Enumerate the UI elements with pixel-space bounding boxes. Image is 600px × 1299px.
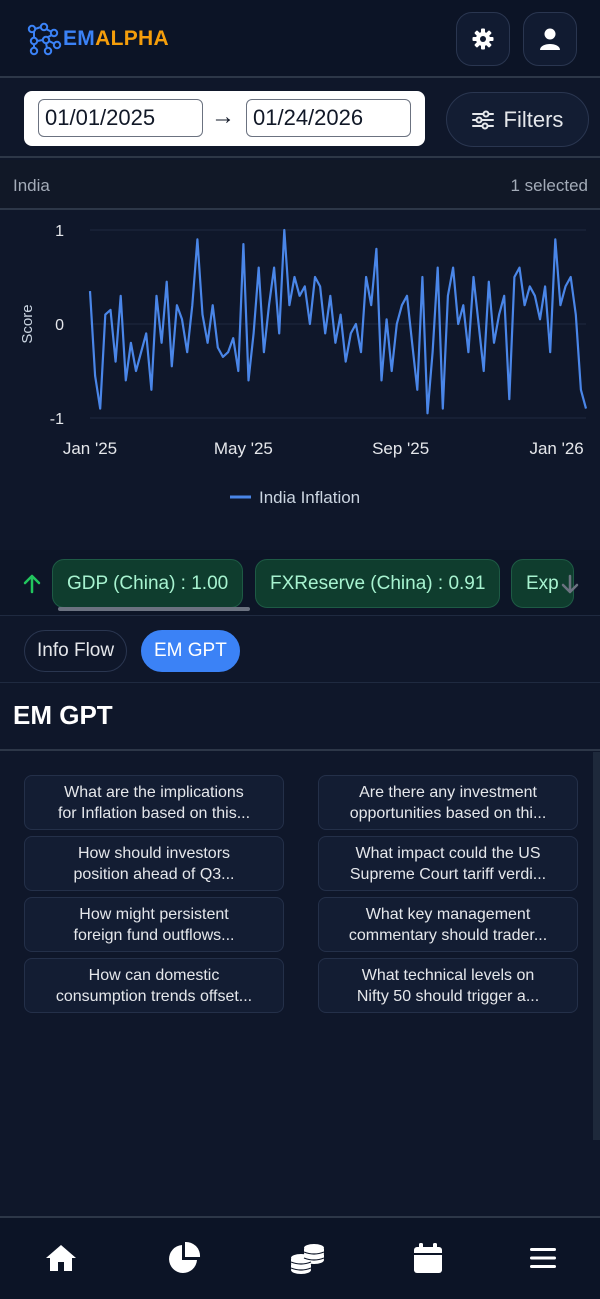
country-selector[interactable]: India 1 selected — [0, 160, 600, 210]
suggested-question-card[interactable]: How might persistent foreign fund outflo… — [24, 897, 284, 952]
question-line: foreign fund outflows... — [73, 927, 235, 944]
network-logo-icon — [27, 22, 62, 56]
nav-portfolio-button[interactable] — [288, 1238, 328, 1278]
x-tick-label: Jan '25 — [63, 439, 117, 458]
arrow-down-icon[interactable] — [561, 574, 579, 594]
suggested-question-card[interactable]: What are the implications for Inflation … — [24, 775, 284, 830]
question-line: How can domestic — [88, 967, 220, 984]
x-tick-label: Sep '25 — [372, 439, 429, 458]
user-profile-button[interactable] — [523, 12, 577, 66]
question-line: Nifty 50 should trigger a... — [356, 988, 540, 1005]
series-line — [88, 228, 588, 415]
selected-count: 1 selected — [510, 176, 589, 195]
y-tick-label: 0 — [55, 317, 64, 334]
tab-info-flow[interactable]: Info Flow — [24, 630, 128, 672]
bottom-navigation — [0, 1216, 600, 1299]
top-bar: EMALPHA — [0, 0, 600, 78]
indicator-chip[interactable]: FXReserve (China) : 0.91 — [255, 559, 501, 608]
nav-analytics-button[interactable] — [164, 1238, 204, 1278]
divider — [0, 749, 600, 751]
question-line: commentary should trader... — [348, 927, 548, 944]
nav-calendar-button[interactable] — [408, 1238, 448, 1278]
nav-home-button[interactable] — [41, 1238, 81, 1278]
sliders-icon — [471, 110, 494, 129]
tab-em-gpt[interactable]: EM GPT — [141, 630, 240, 672]
gear-icon — [472, 28, 494, 50]
question-line: How might persistent — [79, 906, 229, 923]
question-line: consumption trends offset... — [55, 988, 253, 1005]
question-line: opportunities based on thi... — [349, 805, 547, 822]
date-range-row: 01/01/2025 → 01/24/2026 Filters — [0, 80, 600, 158]
page-scrollbar[interactable] — [593, 752, 600, 1140]
question-line: What key management — [365, 906, 531, 923]
filters-label: Filters — [503, 106, 564, 132]
y-tick-label: 1 — [55, 223, 64, 240]
y-tick-label: -1 — [50, 411, 64, 428]
suggested-question-card[interactable]: What impact could the US Supreme Court t… — [318, 836, 578, 891]
date-range-picker: 01/01/2025 → 01/24/2026 — [24, 91, 425, 146]
line-chart[interactable]: 1 0 -1 Score Jan '25 May '25 Sep '25 Jan '26 Ind… — [0, 212, 600, 548]
em-gpt-title: EM GPT — [13, 700, 113, 730]
indicator-chip-bar: GDP (China) : 1.00 FXReserve (China) : 0… — [0, 550, 600, 616]
suggested-question-card[interactable]: How should investors position ahead of Q… — [24, 836, 284, 891]
legend-label: India Inflation — [259, 488, 360, 507]
menu-icon — [530, 1248, 556, 1268]
start-date-input[interactable]: 01/01/2025 — [38, 99, 203, 137]
chip-scrollbar[interactable] — [58, 607, 250, 611]
x-tick-label: May '25 — [214, 439, 273, 458]
pie-chart-icon — [169, 1241, 201, 1273]
question-line: How should investors — [77, 845, 231, 862]
indicator-chip[interactable]: Exp — [511, 559, 574, 608]
date-range-arrow: → — [211, 103, 235, 130]
question-line: What impact could the US — [355, 845, 541, 862]
user-icon — [540, 28, 560, 50]
question-line: for Inflation based on this... — [57, 805, 251, 822]
settings-button[interactable] — [456, 12, 510, 66]
inflation-chart: 1 0 -1 Score Jan '25 May '25 Sep '25 Jan '26 Ind… — [0, 212, 600, 548]
suggested-question-card[interactable]: What technical levels on Nifty 50 should… — [318, 958, 578, 1013]
y-axis-label: Score — [19, 304, 36, 343]
question-line: What technical levels on — [361, 967, 535, 984]
nav-menu-button[interactable] — [523, 1238, 563, 1278]
indicator-chip[interactable]: GDP (China) : 1.00 — [52, 559, 244, 608]
suggested-question-card[interactable]: Are there any investment opportunities b… — [318, 775, 578, 830]
question-line: What are the implications — [64, 784, 244, 801]
question-line: position ahead of Q3... — [73, 866, 235, 883]
emalpha-logo[interactable]: EMALPHA — [26, 22, 169, 56]
selected-country: India — [13, 176, 50, 195]
x-tick-label: Jan '26 — [529, 439, 583, 458]
content-tabs: Info Flow EM GPT — [0, 617, 600, 683]
arrow-up-icon[interactable] — [23, 574, 41, 594]
question-line: Are there any investment — [359, 784, 537, 801]
filters-button[interactable]: Filters — [446, 92, 589, 147]
coins-icon — [290, 1244, 325, 1274]
calendar-icon — [414, 1243, 442, 1273]
suggested-question-card[interactable]: What key management commentary should tr… — [318, 897, 578, 952]
logo-text: EMALPHA — [63, 27, 169, 50]
question-line: Supreme Court tariff verdi... — [349, 866, 547, 883]
end-date-input[interactable]: 01/24/2026 — [246, 99, 411, 137]
suggested-question-card[interactable]: How can domestic consumption trends offs… — [24, 958, 284, 1013]
home-icon — [46, 1245, 76, 1271]
